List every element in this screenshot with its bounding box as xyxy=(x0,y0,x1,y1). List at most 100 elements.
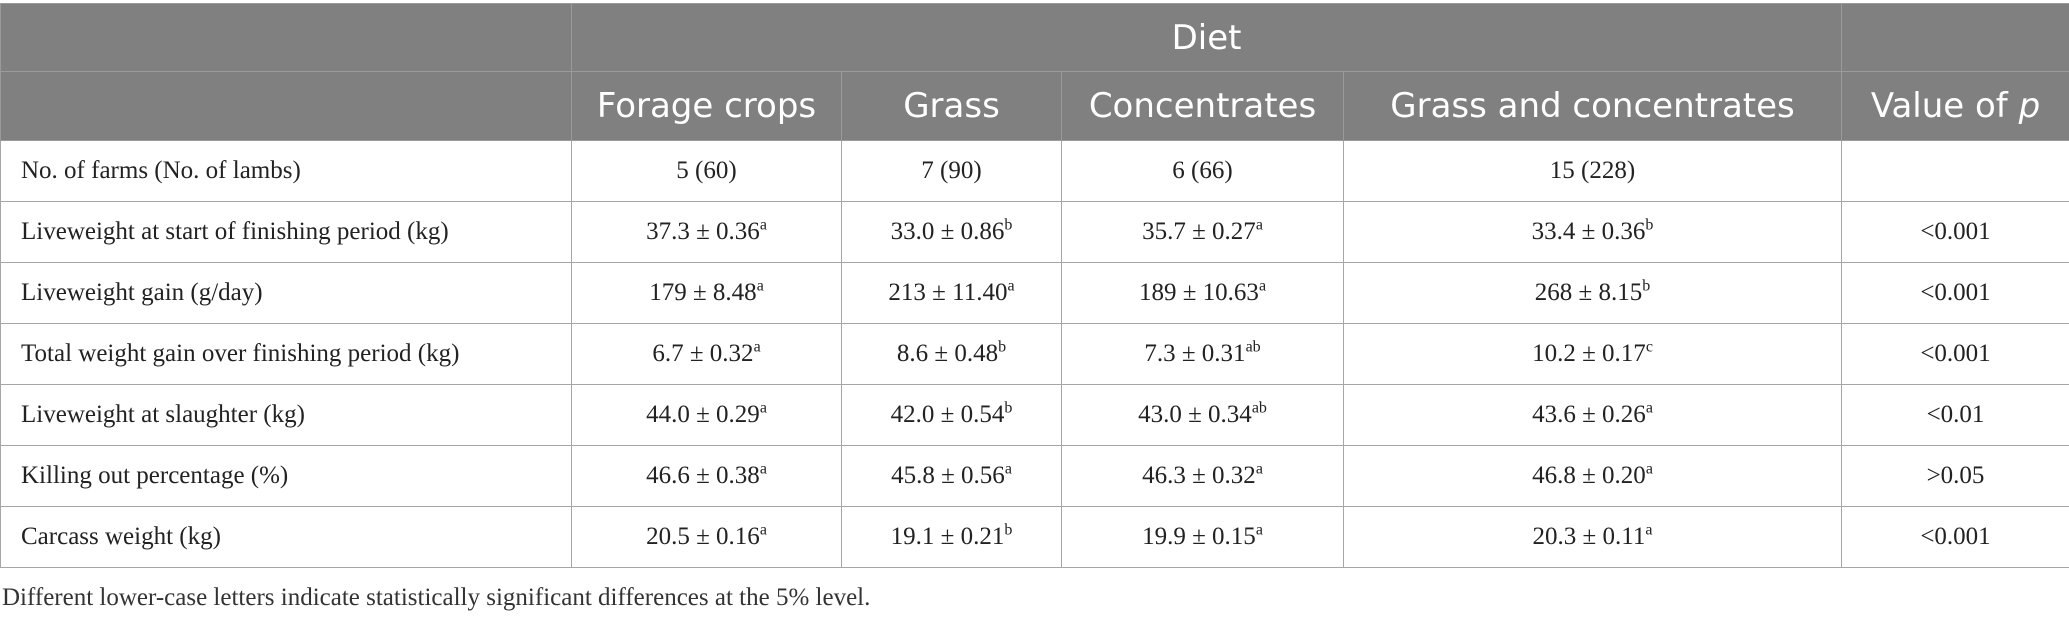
value-cell: 10.2 ± 0.17c xyxy=(1342,323,1843,385)
value-cell: 45.8 ± 0.56a xyxy=(841,445,1062,507)
significance-letter: a xyxy=(1645,399,1653,417)
row-label: Total weight gain over finishing period … xyxy=(0,323,572,385)
value-cell: 19.1 ± 0.21b xyxy=(841,506,1062,568)
value-cell: 20.5 ± 0.16a xyxy=(571,506,842,568)
cell-value: 19.1 ± 0.21 xyxy=(890,523,1005,550)
table-row: Liveweight at slaughter (kg) 44.0 ± 0.29a… xyxy=(0,384,2069,446)
significance-letter: ab xyxy=(1251,399,1267,417)
significance-letter: c xyxy=(1645,338,1653,356)
header-empty-cell xyxy=(0,71,572,141)
cell-value: 8.6 ± 0.48 xyxy=(896,340,999,367)
p-value-cell: <0.01 xyxy=(1841,384,2069,446)
table-row: No. of farms (No. of lambs) 5 (60) 7 (90) 6… xyxy=(0,140,2069,202)
p-value-cell: <0.001 xyxy=(1841,201,2069,263)
cell-value: 5 (60) xyxy=(676,157,737,184)
cell-value: 44.0 ± 0.29 xyxy=(646,401,760,428)
cell-value: 10.2 ± 0.17 xyxy=(1532,340,1646,367)
diet-group-header: Diet xyxy=(570,3,1843,72)
column-header-forage-crops: Forage crops xyxy=(571,71,842,141)
significance-letter: a xyxy=(1255,460,1263,478)
cell-value: 7 (90) xyxy=(921,157,982,184)
table-row: Killing out percentage (%) 46.6 ± 0.38a 45… xyxy=(0,445,2069,507)
cell-value: 189 ± 10.63 xyxy=(1138,279,1259,306)
significance-letter: b xyxy=(1642,277,1651,295)
value-cell: 15 (228) xyxy=(1342,140,1843,202)
column-header-p-value: Value of p xyxy=(1841,71,2069,141)
value-cell: 37.3 ± 0.36a xyxy=(571,201,842,263)
value-cell: 6.7 ± 0.32a xyxy=(571,323,842,385)
value-cell: 46.3 ± 0.32a xyxy=(1061,445,1344,507)
cell-value: 43.6 ± 0.26 xyxy=(1532,401,1646,428)
cell-value: 46.3 ± 0.32 xyxy=(1142,462,1256,489)
column-header-concentrates: Concentrates xyxy=(1061,71,1344,141)
table-footnote: Different lower-case letters indicate st… xyxy=(2,584,871,611)
value-cell: 213 ± 11.40a xyxy=(841,262,1062,324)
row-label: Liveweight gain (g/day) xyxy=(0,262,572,324)
p-value-cell: <0.001 xyxy=(1841,323,2069,385)
results-table: Diet Forage crops Grass Concentrates Gra… xyxy=(0,3,2069,568)
header-empty-cell xyxy=(0,3,572,72)
significance-letter: a xyxy=(759,399,767,417)
significance-letter: a xyxy=(759,216,767,234)
significance-letter: b xyxy=(1004,521,1013,539)
significance-letter: a xyxy=(1258,277,1267,295)
table-row: Liveweight gain (g/day) 179 ± 8.48a 213 ± … xyxy=(0,262,2069,324)
row-label: Liveweight at start of finishing period … xyxy=(0,201,572,263)
cell-value: 42.0 ± 0.54 xyxy=(890,401,1005,428)
value-cell: 19.9 ± 0.15a xyxy=(1061,506,1344,568)
header-column-row: Forage crops Grass Concentrates Grass an… xyxy=(0,71,2069,141)
value-cell: 33.0 ± 0.86b xyxy=(841,201,1062,263)
significance-letter: a xyxy=(1255,216,1263,234)
table-row: Liveweight at start of finishing period … xyxy=(0,201,2069,263)
cell-value: 46.8 ± 0.20 xyxy=(1532,462,1646,489)
cell-value: 45.8 ± 0.56 xyxy=(891,462,1005,489)
table-row: Total weight gain over finishing period … xyxy=(0,323,2069,385)
cell-value: 46.6 ± 0.38 xyxy=(646,462,760,489)
value-cell: 43.6 ± 0.26a xyxy=(1342,384,1843,446)
header-group-row: Diet xyxy=(0,3,2069,72)
cell-value: 19.9 ± 0.15 xyxy=(1142,523,1256,550)
cell-value: 35.7 ± 0.27 xyxy=(1142,218,1256,245)
significance-letter: b xyxy=(998,338,1007,356)
value-cell: 7 (90) xyxy=(841,140,1062,202)
row-label: Killing out percentage (%) xyxy=(0,445,572,507)
value-cell: 189 ± 10.63a xyxy=(1061,262,1344,324)
row-label: Liveweight at slaughter (kg) xyxy=(0,384,572,446)
table-header: Diet Forage crops Grass Concentrates Gra… xyxy=(0,3,2069,141)
table-row: Carcass weight (kg) 20.5 ± 0.16a 19.1 ± 0.… xyxy=(0,506,2069,568)
value-cell: 7.3 ± 0.31ab xyxy=(1061,323,1344,385)
significance-letter: b xyxy=(1004,216,1013,234)
cell-value: 15 (228) xyxy=(1549,157,1636,184)
p-symbol: p xyxy=(2018,86,2041,126)
cell-value: 33.4 ± 0.36 xyxy=(1531,218,1646,245)
value-cell: 43.0 ± 0.34ab xyxy=(1061,384,1344,446)
significance-letter: a xyxy=(1645,521,1653,539)
value-cell: 46.8 ± 0.20a xyxy=(1342,445,1843,507)
value-cell: 35.7 ± 0.27a xyxy=(1061,201,1344,263)
significance-letter: a xyxy=(1004,460,1012,478)
cell-value: 33.0 ± 0.86 xyxy=(890,218,1005,245)
value-cell: 179 ± 8.48a xyxy=(571,262,842,324)
header-empty-cell xyxy=(1841,3,2069,72)
cell-value: 20.5 ± 0.16 xyxy=(646,523,760,550)
p-value-cell xyxy=(1841,140,2069,202)
significance-letter: a xyxy=(1255,521,1263,539)
significance-letter: a xyxy=(756,277,764,295)
column-header-grass-and-concentrates: Grass and concentrates xyxy=(1342,71,1843,141)
significance-letter: b xyxy=(1004,399,1013,417)
column-header-grass: Grass xyxy=(841,71,1062,141)
value-cell: 8.6 ± 0.48b xyxy=(841,323,1062,385)
p-value-cell: <0.001 xyxy=(1841,506,2069,568)
row-label: No. of farms (No. of lambs) xyxy=(0,140,572,202)
value-cell: 5 (60) xyxy=(571,140,842,202)
cell-value: 20.3 ± 0.11 xyxy=(1532,523,1646,550)
value-cell: 44.0 ± 0.29a xyxy=(571,384,842,446)
cell-value: 43.0 ± 0.34 xyxy=(1138,401,1252,428)
significance-letter: ab xyxy=(1245,338,1261,356)
significance-letter: a xyxy=(753,338,761,356)
significance-letter: a xyxy=(1007,277,1015,295)
cell-value: 6 (66) xyxy=(1172,157,1233,184)
value-cell: 42.0 ± 0.54b xyxy=(841,384,1062,446)
value-cell: 268 ± 8.15b xyxy=(1342,262,1843,324)
row-label: Carcass weight (kg) xyxy=(0,506,572,568)
